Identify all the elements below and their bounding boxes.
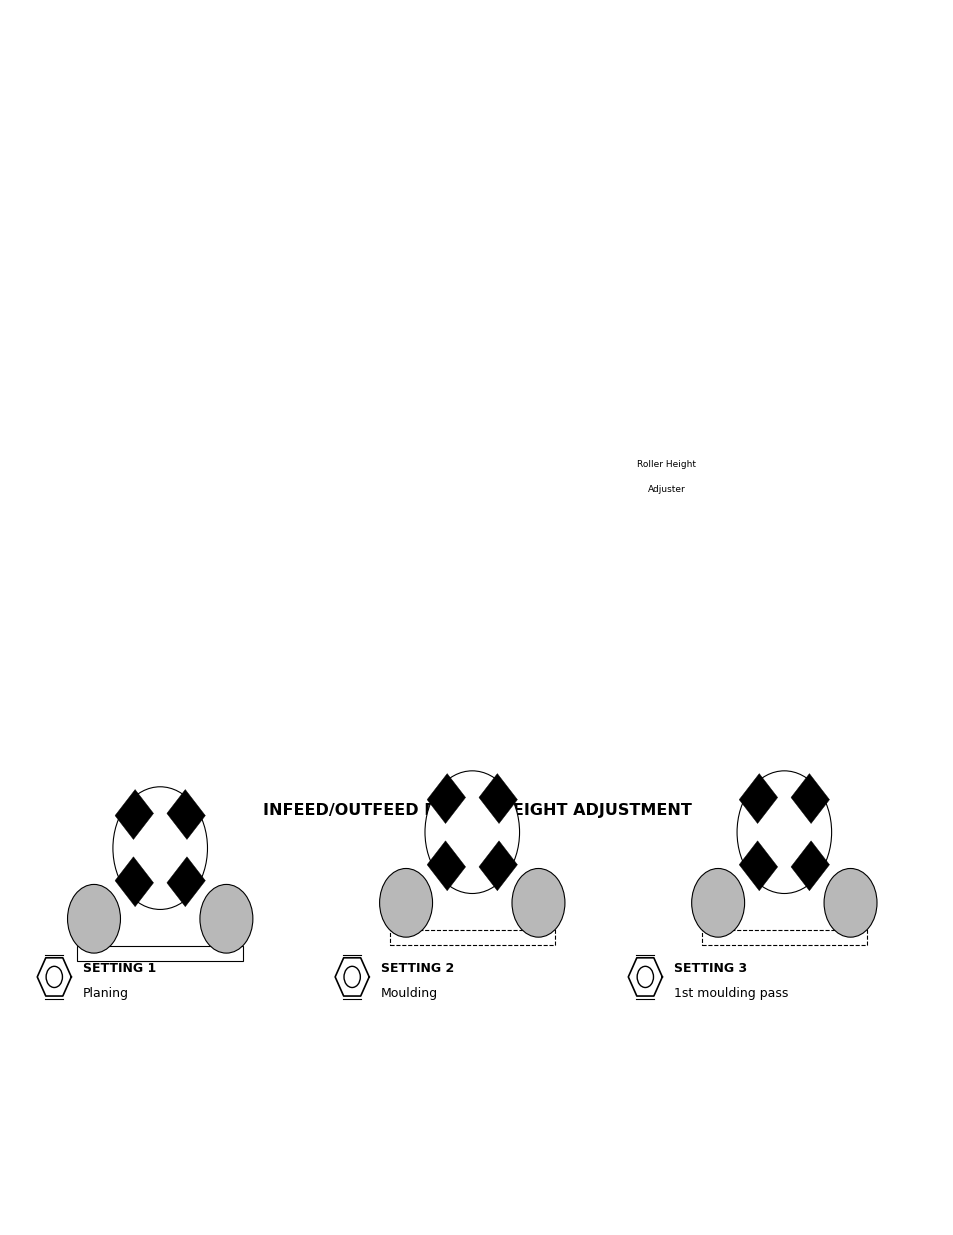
Text: Roller Height: Roller Height — [585, 31, 811, 61]
Circle shape — [467, 1182, 474, 1191]
FancyBboxPatch shape — [45, 163, 424, 280]
FancyBboxPatch shape — [77, 946, 243, 961]
FancyBboxPatch shape — [593, 270, 829, 522]
FancyBboxPatch shape — [487, 270, 581, 522]
Circle shape — [112, 787, 207, 909]
Text: Roller height adjuster.: Roller height adjuster. — [623, 550, 749, 559]
FancyBboxPatch shape — [59, 333, 411, 425]
Text: 1st moulding pass: 1st moulding pass — [673, 987, 787, 999]
Text: ³⁄₃₂”, repeat: ³⁄₃₂”, repeat — [71, 585, 144, 599]
FancyBboxPatch shape — [479, 258, 918, 534]
Text: gauge, as shown in: gauge, as shown in — [71, 65, 189, 79]
Circle shape — [737, 771, 831, 893]
Text: 3.: 3. — [35, 38, 48, 52]
Circle shape — [512, 868, 564, 937]
Text: to move lower than the preset height.: to move lower than the preset height. — [71, 532, 296, 546]
Text: Model G0477 15" Planer/Moulder: Model G0477 15" Planer/Moulder — [32, 1184, 217, 1194]
Text: 3.: 3. — [476, 742, 489, 756]
Text: SETTING 3: SETTING 3 — [673, 962, 746, 976]
Circle shape — [68, 884, 120, 953]
Circle shape — [59, 382, 86, 416]
Text: selected.  We recommend making multiple,: selected. We recommend making multiple, — [71, 613, 329, 626]
Text: roller height settings. The provided special wrench: roller height settings. The provided spe… — [476, 168, 777, 182]
Text: Remove the workpiece from the planer/: Remove the workpiece from the planer/ — [71, 698, 306, 710]
Circle shape — [691, 868, 744, 937]
Circle shape — [481, 1163, 495, 1181]
Text: table, and feed the workpiece through the: table, and feed the workpiece through th… — [71, 823, 322, 835]
Circle shape — [886, 335, 907, 361]
Text: Start the planer/moulder.: Start the planer/moulder. — [71, 756, 221, 769]
Circle shape — [46, 966, 62, 988]
FancyBboxPatch shape — [389, 930, 555, 945]
Circle shape — [344, 966, 360, 988]
Circle shape — [366, 228, 389, 258]
FancyBboxPatch shape — [35, 425, 434, 440]
Text: moulder.: moulder. — [71, 724, 123, 737]
Text: 5.: 5. — [35, 558, 49, 572]
Text: 7.: 7. — [35, 756, 48, 769]
Text: The Model G0477 features three infeed/outfeed: The Model G0477 features three infeed/ou… — [476, 142, 759, 154]
Circle shape — [823, 868, 876, 937]
Text: SETTING 2: SETTING 2 — [380, 962, 454, 976]
Text: Moulding: Moulding — [380, 987, 437, 999]
Text: grizzly.com: grizzly.com — [217, 237, 292, 249]
Text: If the depth-of-cut gauge reads greater than: If the depth-of-cut gauge reads greater … — [71, 558, 334, 572]
Text: Steps 1–4: Steps 1–4 — [149, 585, 213, 599]
Text: moulder table.: moulder table. — [513, 709, 599, 721]
FancyBboxPatch shape — [35, 146, 434, 440]
Polygon shape — [427, 773, 465, 824]
Polygon shape — [167, 789, 205, 840]
Circle shape — [458, 1163, 472, 1181]
Text: roller height adjuster to one of the three pre-: roller height adjuster to one of the thr… — [513, 769, 780, 783]
Polygon shape — [666, 352, 712, 421]
Text: set settings shown in: set settings shown in — [513, 797, 641, 810]
Polygon shape — [167, 857, 205, 906]
Polygon shape — [739, 841, 777, 890]
FancyBboxPatch shape — [25, 795, 928, 1062]
Text: To adjust the infeed/outfeed roller height:: To adjust the infeed/outfeed roller heig… — [476, 578, 756, 592]
Text: Planing: Planing — [83, 987, 129, 999]
Text: 1.: 1. — [476, 620, 489, 634]
Text: Place the flat side of the board down on the: Place the flat side of the board down on… — [71, 795, 330, 809]
Text: Figure 16.: Figure 16. — [566, 550, 630, 559]
Circle shape — [356, 216, 398, 270]
Text: 6.: 6. — [35, 698, 49, 710]
Circle shape — [424, 771, 519, 893]
Text: 4.: 4. — [35, 479, 49, 492]
Polygon shape — [790, 841, 828, 890]
Polygon shape — [427, 841, 465, 890]
Text: Figure 17.: Figure 17. — [344, 1073, 412, 1087]
Text: Roller height adjuster settings.: Roller height adjuster settings. — [413, 1073, 598, 1087]
Text: Raise the headstock clear of the planer/: Raise the headstock clear of the planer/ — [513, 682, 749, 694]
Text: Figure 15.: Figure 15. — [130, 454, 193, 464]
Text: directly in front or behind the workpiece.: directly in front or behind the workpiec… — [71, 877, 314, 889]
Polygon shape — [115, 789, 153, 840]
Text: planer/moulder, making sure not to stand: planer/moulder, making sure not to stand — [71, 850, 318, 862]
Polygon shape — [37, 958, 71, 997]
Text: with a larger thickness: with a larger thickness — [206, 585, 344, 599]
Text: Figure 16: Figure 16 — [494, 222, 557, 236]
Text: .: . — [552, 222, 556, 236]
Text: Adjustment: Adjustment — [599, 78, 798, 106]
Circle shape — [637, 966, 653, 988]
Circle shape — [200, 884, 253, 953]
Text: 2.: 2. — [476, 682, 489, 694]
Circle shape — [383, 382, 410, 416]
Text: Figure 15: Figure 15 — [211, 65, 274, 79]
FancyBboxPatch shape — [829, 270, 914, 522]
Text: SETTING 1: SETTING 1 — [83, 962, 155, 976]
Polygon shape — [790, 773, 828, 824]
Circle shape — [479, 1182, 486, 1191]
Text: ► OPEN: ► OPEN — [146, 400, 167, 405]
Circle shape — [459, 1172, 494, 1216]
Text: -19-: -19- — [899, 1184, 921, 1194]
Text: shallow passes for cuts deeper than ³⁄₃₂” (¹⁄₁₆”: shallow passes for cuts deeper than ³⁄₃₂… — [71, 640, 341, 652]
Polygon shape — [478, 773, 517, 824]
Circle shape — [675, 368, 703, 405]
Text: 8.: 8. — [35, 795, 49, 809]
Text: .: . — [269, 65, 273, 79]
Text: Roller Height: Roller Height — [637, 461, 696, 469]
Circle shape — [379, 868, 432, 937]
Text: Adjuster: Adjuster — [647, 485, 685, 494]
